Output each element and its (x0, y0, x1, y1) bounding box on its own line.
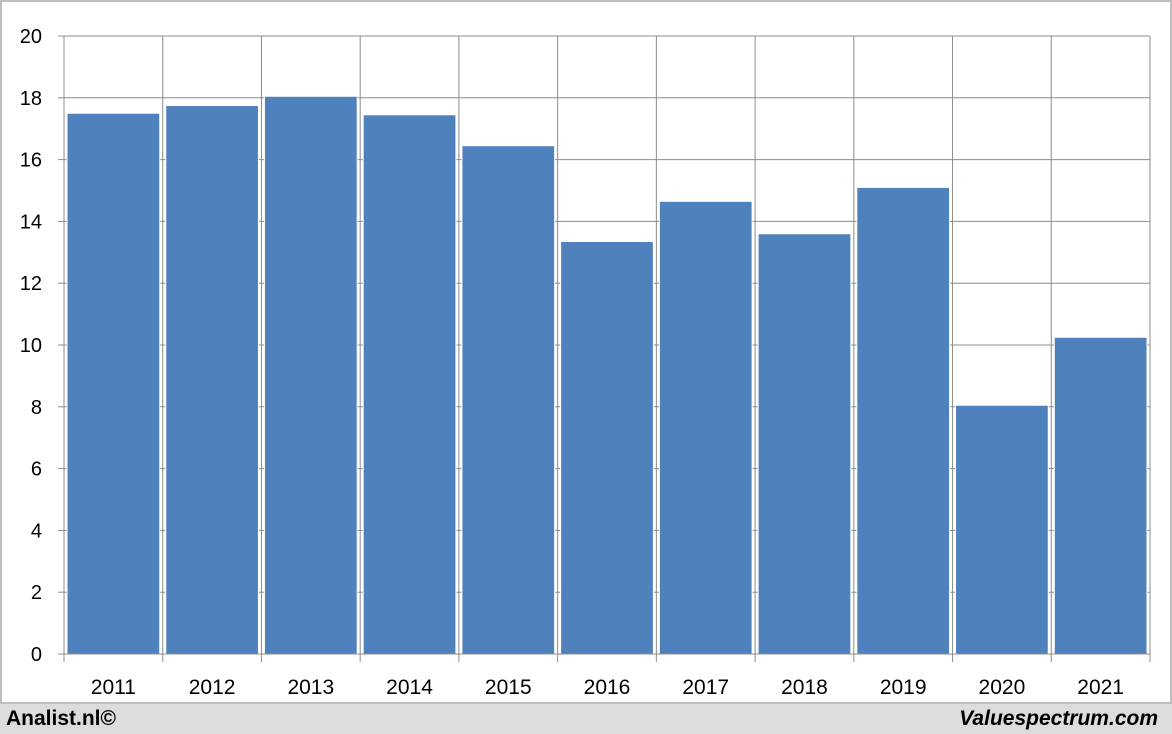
bar-2013 (263, 95, 358, 655)
bar-2019 (856, 186, 951, 655)
x-tick-label: 2013 (287, 676, 334, 699)
y-tick-label: 4 (31, 520, 42, 542)
y-tick-label: 20 (20, 26, 42, 48)
y-tick-label: 16 (20, 150, 42, 172)
bar-2021 (1053, 336, 1148, 655)
x-tick-label: 2015 (485, 676, 532, 699)
bar-2011 (66, 112, 161, 655)
chart-frame: 0 2 4 6 8 10 12 14 16 18 20 2011 2012 2013 2014 2015 201… (0, 0, 1172, 704)
y-tick-label: 6 (31, 459, 42, 481)
x-tick-label: 2011 (91, 676, 136, 699)
bar-2016 (560, 240, 654, 655)
y-tick-label: 12 (20, 273, 42, 295)
x-tick-label: 2017 (682, 676, 729, 699)
bar-2017 (658, 200, 753, 655)
x-tick-label: 2018 (781, 676, 828, 699)
bar-2015 (461, 145, 556, 655)
y-tick-label: 0 (31, 644, 42, 666)
x-tick-label: 2019 (880, 676, 927, 699)
y-tick-label: 8 (31, 397, 42, 419)
bar-chart: 0 2 4 6 8 10 12 14 16 18 20 2011 2012 2013 2014 2015 201… (20, 26, 1151, 699)
bar-2018 (757, 233, 852, 655)
bar-2020 (955, 404, 1049, 655)
y-tick-label: 10 (20, 335, 42, 357)
x-tick-label: 2016 (584, 676, 631, 699)
y-tick-label: 18 (20, 88, 42, 110)
bar-2012 (165, 105, 259, 655)
bar-2014 (362, 114, 457, 655)
footer-source-left: Analist.nl© (6, 707, 116, 730)
x-tick-label: 2012 (189, 676, 236, 699)
x-tick-label: 2020 (979, 676, 1026, 699)
y-tick-label: 14 (20, 211, 42, 233)
footer-source-right: Valuespectrum.com (959, 707, 1158, 730)
x-tick-label: 2014 (386, 676, 433, 699)
x-tick-label: 2021 (1077, 676, 1124, 699)
y-tick-label: 2 (31, 582, 42, 604)
